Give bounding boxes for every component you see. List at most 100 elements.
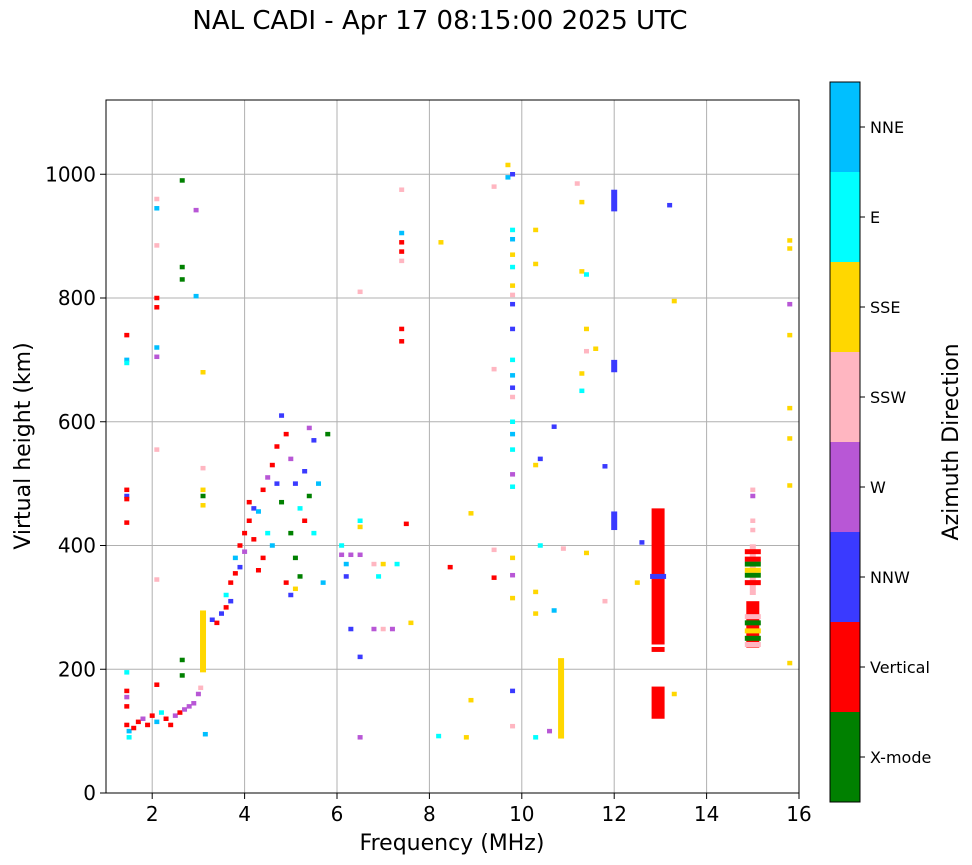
- echo-point: [348, 552, 354, 558]
- echo-overlay: [744, 614, 761, 620]
- echo-overlay: [744, 580, 761, 586]
- echo-point: [200, 465, 206, 471]
- echo-overlay: [744, 567, 761, 573]
- echo-point: [255, 568, 261, 573]
- echo-point: [787, 483, 793, 488]
- echo-point: [408, 620, 414, 626]
- x-tick-label: 2: [146, 802, 159, 826]
- echo-point: [195, 691, 201, 697]
- echo-point: [468, 697, 474, 703]
- echo-point: [750, 527, 756, 533]
- y-axis-ticks: 0 200 400 600 800 1000: [45, 162, 106, 805]
- echo-point: [491, 184, 497, 189]
- echo-point: [288, 456, 294, 462]
- echo-point: [193, 293, 199, 299]
- echo-point: [158, 710, 164, 715]
- echo-point: [510, 172, 516, 177]
- echo-point: [265, 530, 271, 536]
- echo-point: [311, 530, 317, 536]
- echo-point: [399, 258, 405, 264]
- echo-point: [154, 447, 160, 452]
- echo-point: [154, 345, 160, 350]
- x-tick-label: 4: [238, 802, 251, 826]
- colorbar-label-w: W: [870, 478, 886, 497]
- echo-point: [124, 487, 130, 493]
- echo-point: [283, 580, 289, 585]
- echo-point: [124, 496, 130, 502]
- x-axis-ticks: 2 4 6 8 10 12 14 16: [146, 793, 812, 826]
- echo-point: [357, 518, 363, 523]
- echo-point: [343, 561, 349, 567]
- colorbar-swatch: [830, 262, 860, 352]
- colorbar-label-nne: NNE: [870, 118, 904, 137]
- echo-point: [547, 728, 553, 734]
- colorbar-label-e: E: [870, 208, 880, 227]
- colorbar-label-ssw: SSW: [870, 388, 906, 407]
- echo-point: [343, 574, 349, 579]
- echo-point: [394, 561, 400, 567]
- echo-point: [357, 735, 363, 740]
- echo-point: [339, 552, 345, 558]
- echo-segment: [611, 189, 618, 212]
- echo-point: [376, 574, 382, 579]
- echo-point: [214, 620, 220, 626]
- echo-point: [510, 555, 516, 561]
- echo-point: [246, 518, 252, 523]
- echo-point: [200, 493, 206, 499]
- echo-point: [602, 598, 608, 604]
- echo-point: [579, 199, 585, 205]
- echo-point: [579, 388, 585, 394]
- colorbar-swatch: [830, 82, 860, 172]
- echo-point: [177, 710, 183, 715]
- echo-data: [124, 162, 793, 740]
- echo-segment: [611, 511, 618, 531]
- echo-point: [787, 246, 793, 251]
- echo-point: [593, 346, 599, 351]
- echo-point: [389, 626, 395, 632]
- echo-point: [579, 371, 585, 376]
- echo-point: [510, 357, 516, 363]
- echo-point: [260, 487, 266, 493]
- echo-point: [750, 493, 756, 499]
- echo-point: [124, 332, 130, 338]
- colorbar-swatch: [830, 622, 860, 712]
- echo-point: [219, 611, 224, 616]
- echo-point: [510, 264, 516, 270]
- echo-point: [306, 493, 312, 499]
- colorbar-swatch: [830, 352, 860, 442]
- echo-point: [491, 547, 497, 553]
- echo-point: [302, 469, 308, 474]
- echo-overlay: [744, 628, 761, 634]
- echo-point: [154, 354, 160, 360]
- echo-point: [750, 487, 756, 493]
- echo-point: [787, 332, 793, 338]
- echo-point: [172, 713, 178, 718]
- echo-point: [297, 574, 303, 579]
- echo-point: [510, 373, 516, 378]
- echo-point: [198, 685, 204, 691]
- echo-point: [380, 626, 386, 632]
- echo-point: [510, 227, 516, 233]
- echo-point: [602, 464, 608, 469]
- colorbar-label-vertical: Vertical: [870, 658, 930, 677]
- y-tick-label: 400: [58, 534, 96, 558]
- echo-point: [447, 564, 453, 570]
- echo-point: [357, 289, 363, 295]
- echo-point: [510, 385, 516, 390]
- echo-point: [505, 175, 511, 180]
- echo-point: [297, 506, 303, 511]
- echo-point: [223, 592, 229, 598]
- echo-point: [574, 181, 580, 186]
- echo-point: [510, 484, 516, 489]
- colorbar: X-mode Vertical NNW W SSW SSE E NNE: [829, 81, 931, 803]
- echo-point: [124, 520, 130, 525]
- echo-point: [124, 670, 130, 675]
- echo-point: [671, 691, 677, 697]
- echo-point: [179, 264, 185, 270]
- echo-overlay: [744, 635, 761, 641]
- echo-point: [279, 413, 285, 418]
- echo-point: [533, 462, 539, 468]
- colorbar-swatch: [830, 172, 860, 262]
- colorbar-frame: [829, 81, 861, 803]
- echo-point: [491, 366, 497, 372]
